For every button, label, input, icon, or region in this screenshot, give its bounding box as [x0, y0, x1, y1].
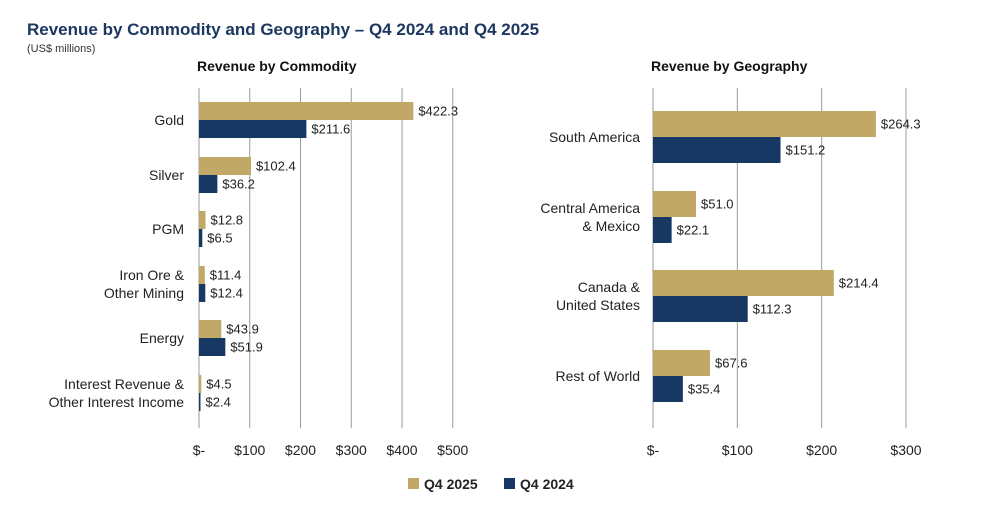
commodity-data-label: $422.3: [418, 104, 458, 119]
commodity-data-label: $6.5: [207, 231, 232, 246]
commodity-category-label: Energy: [140, 330, 184, 346]
geography-bar-q4-2024: [653, 217, 672, 243]
geography-data-label: $214.4: [839, 276, 879, 291]
commodity-bar-q4-2025: [199, 211, 206, 229]
geography-tick-label: $100: [722, 442, 753, 458]
commodity-category-label: Gold: [154, 112, 184, 128]
legend-swatch-q4-2025: [408, 478, 419, 489]
geography-category-label: Canada &: [578, 279, 641, 295]
commodity-category-label: Interest Revenue &: [64, 376, 185, 392]
geography-category-label: & Mexico: [582, 218, 640, 234]
geography-tick-label: $200: [806, 442, 837, 458]
legend-swatch-q4-2024: [504, 478, 515, 489]
commodity-data-label: $2.4: [206, 395, 231, 410]
geography-bar-q4-2024: [653, 137, 781, 163]
commodity-bar-q4-2024: [199, 284, 206, 302]
commodity-tick-label: $500: [437, 442, 468, 458]
commodity-data-label: $211.6: [311, 122, 350, 137]
geography-data-label: $35.4: [688, 382, 721, 397]
geography-category-label: United States: [556, 297, 640, 313]
geography-category-label: Central America: [540, 200, 640, 216]
commodity-category-label: Other Interest Income: [49, 394, 185, 410]
commodity-category-label: Silver: [149, 167, 184, 183]
commodity-chart-title: Revenue by Commodity: [197, 58, 357, 74]
legend-label-q4-2025: Q4 2025: [424, 476, 478, 492]
commodity-bar-q4-2024: [199, 229, 203, 247]
geography-bar-q4-2025: [653, 191, 697, 217]
commodity-bar-q4-2024: [199, 338, 226, 356]
commodity-category-label: PGM: [152, 221, 184, 237]
commodity-bar-q4-2025: [199, 157, 251, 175]
commodity-data-label: $4.5: [206, 377, 231, 392]
commodity-bar-q4-2025: [199, 375, 202, 393]
commodity-data-label: $36.2: [222, 177, 255, 192]
geography-bar-q4-2025: [653, 270, 834, 296]
geography-bar-q4-2024: [653, 376, 683, 402]
commodity-tick-label: $200: [285, 442, 316, 458]
commodity-data-label: $51.9: [230, 340, 263, 355]
commodity-data-label: $11.4: [210, 268, 242, 283]
commodity-tick-label: $400: [386, 442, 417, 458]
geography-data-label: $51.0: [701, 197, 734, 212]
commodity-data-label: $43.9: [226, 322, 259, 337]
commodity-bar-q4-2024: [199, 120, 307, 138]
commodity-data-label: $102.4: [256, 159, 296, 174]
commodity-tick-label: $100: [234, 442, 265, 458]
commodity-data-label: $12.8: [210, 213, 243, 228]
geography-data-label: $22.1: [677, 223, 710, 238]
commodity-category-label: Other Mining: [104, 285, 184, 301]
geography-chart-title: Revenue by Geography: [651, 58, 808, 74]
geography-tick-label: $300: [890, 442, 921, 458]
geography-bar-q4-2025: [653, 350, 711, 376]
commodity-bar-q4-2025: [199, 320, 222, 338]
geography-tick-label: $-: [647, 442, 660, 458]
legend-label-q4-2024: Q4 2024: [520, 476, 574, 492]
commodity-bar-q4-2024: [199, 175, 218, 193]
geography-category-label: Rest of World: [555, 368, 640, 384]
commodity-tick-label: $300: [336, 442, 367, 458]
page-title: Revenue by Commodity and Geography – Q4 …: [27, 20, 540, 39]
commodity-data-label: $12.4: [210, 286, 243, 301]
commodity-category-label: Iron Ore &: [119, 267, 184, 283]
geography-data-label: $151.2: [786, 143, 826, 158]
geography-bar-q4-2024: [653, 296, 748, 322]
commodity-bar-q4-2025: [199, 102, 414, 120]
geography-bar-q4-2025: [653, 111, 876, 137]
geography-category-label: South America: [549, 129, 640, 145]
geography-data-label: $67.6: [715, 356, 748, 371]
commodity-tick-label: $-: [193, 442, 206, 458]
geography-data-label: $264.3: [881, 117, 921, 132]
geography-data-label: $112.3: [753, 302, 792, 317]
commodity-bar-q4-2025: [199, 266, 205, 284]
commodity-bar-q4-2024: [199, 393, 201, 411]
page-subtitle: (US$ millions): [27, 43, 96, 55]
